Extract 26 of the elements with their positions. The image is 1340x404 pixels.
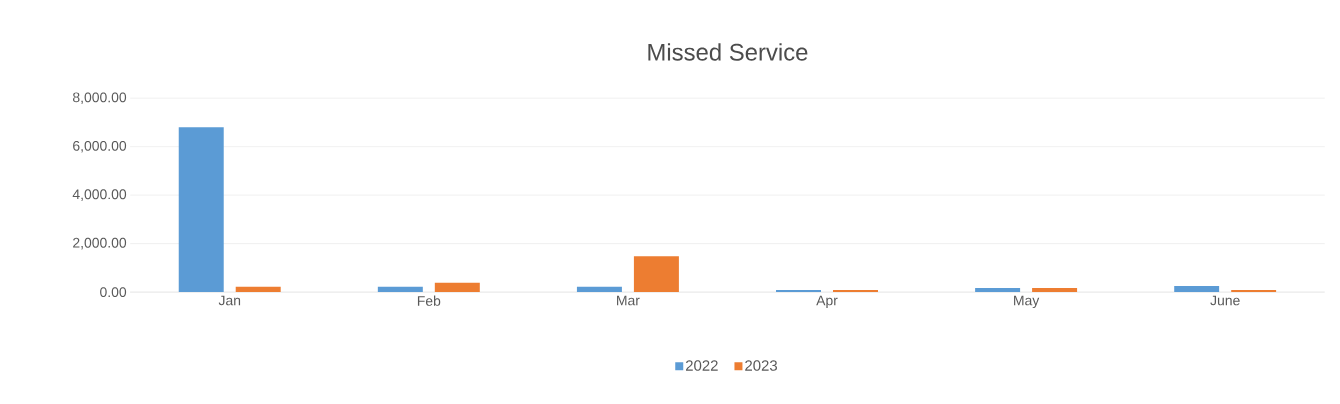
bar bbox=[833, 289, 878, 292]
x-tick-label: Jan bbox=[218, 295, 241, 306]
x-tick-label: Mar bbox=[617, 295, 640, 306]
bar bbox=[1231, 289, 1277, 292]
legend-label: 2022 bbox=[685, 360, 718, 371]
x-tick-label: May bbox=[1014, 295, 1040, 308]
x-tick-label: June bbox=[1210, 295, 1240, 306]
bar bbox=[178, 127, 224, 292]
bar bbox=[1032, 287, 1078, 292]
y-tick-label: 6,000.00 bbox=[73, 140, 127, 153]
bar bbox=[434, 282, 480, 292]
x-tick-label: Feb bbox=[417, 295, 441, 306]
bar bbox=[1174, 285, 1220, 292]
y-tick-label: 4,000.00 bbox=[72, 189, 127, 201]
chart-title: Missed Service bbox=[648, 43, 808, 61]
x-tick-label: Apr bbox=[816, 295, 838, 308]
bar bbox=[776, 289, 822, 292]
bar bbox=[235, 286, 281, 292]
y-tick-label: 8,000.00 bbox=[72, 92, 127, 104]
y-tick-label: 2,000.00 bbox=[73, 237, 127, 250]
bar bbox=[975, 287, 1021, 292]
bar bbox=[377, 286, 423, 292]
bar bbox=[576, 286, 622, 292]
y-tick-label: 0.00 bbox=[100, 287, 127, 297]
bar bbox=[633, 256, 679, 292]
legend-label: 2023 bbox=[745, 360, 778, 371]
